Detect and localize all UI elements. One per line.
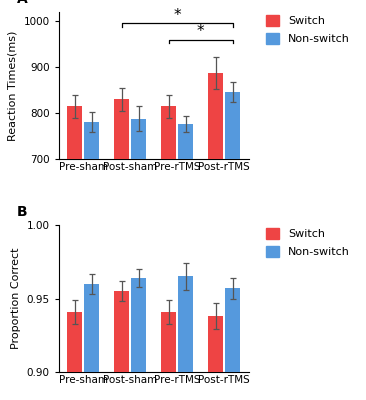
Bar bbox=[131, 278, 146, 400]
Y-axis label: Proportion Correct: Proportion Correct bbox=[11, 248, 21, 349]
Text: *: * bbox=[197, 24, 205, 38]
Bar bbox=[114, 99, 129, 400]
Bar bbox=[208, 316, 223, 400]
Bar bbox=[67, 312, 82, 400]
Bar bbox=[178, 124, 193, 400]
Bar bbox=[114, 291, 129, 400]
Bar bbox=[161, 106, 176, 400]
Text: B: B bbox=[17, 205, 27, 219]
Bar bbox=[161, 312, 176, 400]
Bar bbox=[225, 92, 240, 400]
Bar bbox=[84, 284, 99, 400]
Bar bbox=[225, 288, 240, 400]
Legend: Switch, Non-switch: Switch, Non-switch bbox=[266, 15, 350, 44]
Bar bbox=[67, 106, 82, 400]
Y-axis label: Reaction Times(ms): Reaction Times(ms) bbox=[8, 30, 18, 141]
Bar bbox=[208, 73, 223, 400]
Bar bbox=[178, 276, 193, 400]
Text: *: * bbox=[173, 8, 181, 22]
Legend: Switch, Non-switch: Switch, Non-switch bbox=[266, 228, 350, 257]
Text: A: A bbox=[17, 0, 27, 6]
Bar bbox=[131, 118, 146, 400]
Bar bbox=[84, 122, 99, 400]
